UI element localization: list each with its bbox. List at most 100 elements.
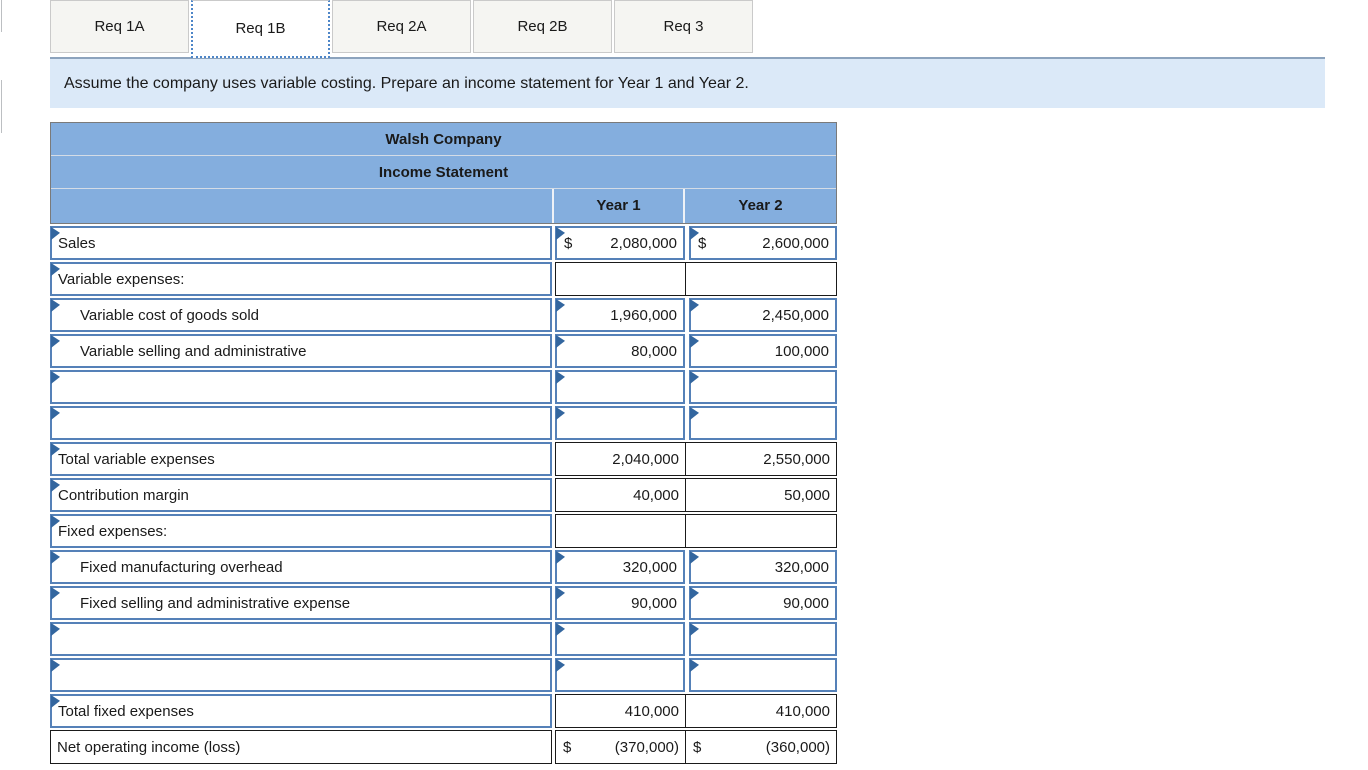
- year1-value-cell[interactable]: 1,960,000: [555, 298, 685, 332]
- table-row: Variable selling and administrative 80,0…: [50, 334, 837, 368]
- cell-edit-marker-icon: [51, 407, 60, 420]
- year1-value-cell[interactable]: $ 2,080,000: [555, 226, 685, 260]
- table-header: Walsh Company Income Statement Year 1 Ye…: [50, 122, 837, 224]
- statement-title: Income Statement: [51, 156, 836, 189]
- row-label-cell[interactable]: Total fixed expenses: [50, 694, 552, 728]
- cell-edit-marker-icon: [556, 659, 565, 672]
- year1-value-cell: 2,040,000: [556, 443, 686, 475]
- computed-value-cells: 2,040,000 2,550,000: [555, 442, 837, 476]
- tab-req-1a[interactable]: Req 1A: [50, 0, 189, 53]
- year1-value-cell: [556, 263, 686, 295]
- cell-edit-marker-icon: [51, 623, 60, 636]
- computed-value-cells: 40,000 50,000: [555, 478, 837, 512]
- page-edge-artifact: [1, 80, 2, 133]
- year1-value-cell[interactable]: [555, 370, 685, 404]
- income-statement-table: Walsh Company Income Statement Year 1 Ye…: [50, 122, 837, 764]
- year1-column-header: Year 1: [554, 189, 685, 223]
- cell-edit-marker-icon: [556, 227, 565, 240]
- cell-edit-marker-icon: [51, 479, 60, 492]
- empty-header-cell: [51, 189, 554, 223]
- cell-edit-marker-icon: [556, 335, 565, 348]
- cell-edit-marker-icon: [51, 587, 60, 600]
- computed-value-cells: 410,000 410,000: [555, 694, 837, 728]
- cell-edit-marker-icon: [556, 623, 565, 636]
- cell-edit-marker-icon: [51, 299, 60, 312]
- row-label-cell[interactable]: Fixed manufacturing overhead: [50, 550, 552, 584]
- year2-value-cell[interactable]: 100,000: [689, 334, 837, 368]
- year2-value-cell[interactable]: [689, 622, 837, 656]
- page-edge-artifact: [1, 0, 2, 32]
- cell-edit-marker-icon: [690, 407, 699, 420]
- year1-value-cell[interactable]: [555, 622, 685, 656]
- row-label-cell[interactable]: [50, 622, 552, 656]
- row-label-cell[interactable]: Fixed selling and administrative expense: [50, 586, 552, 620]
- row-label-cell[interactable]: Total variable expenses: [50, 442, 552, 476]
- cell-edit-marker-icon: [51, 443, 60, 456]
- cell-edit-marker-icon: [690, 551, 699, 564]
- cell-edit-marker-icon: [556, 299, 565, 312]
- year2-column-header: Year 2: [738, 197, 783, 214]
- cell-edit-marker-icon: [690, 659, 699, 672]
- year2-value-cell[interactable]: [689, 658, 837, 692]
- year1-value-cell: [556, 515, 686, 547]
- row-label-cell[interactable]: Variable expenses:: [50, 262, 552, 296]
- row-label-cell[interactable]: Sales: [50, 226, 552, 260]
- row-label-cell[interactable]: Variable selling and administrative: [50, 334, 552, 368]
- row-label-cell[interactable]: Contribution margin: [50, 478, 552, 512]
- table-row: [50, 406, 837, 440]
- year1-value-cell[interactable]: 80,000: [555, 334, 685, 368]
- table-row: [50, 622, 837, 656]
- row-label-cell[interactable]: [50, 406, 552, 440]
- table-row: Variable expenses:: [50, 262, 837, 296]
- row-label-cell[interactable]: Fixed expenses:: [50, 514, 552, 548]
- column-header-row: Year 1 Year 2: [51, 189, 836, 223]
- table-row: Variable cost of goods sold 1,960,000 2,…: [50, 298, 837, 332]
- table-row: Fixed selling and administrative expense…: [50, 586, 837, 620]
- year2-value-cell[interactable]: 90,000: [689, 586, 837, 620]
- cell-edit-marker-icon: [556, 551, 565, 564]
- row-label-cell[interactable]: [50, 370, 552, 404]
- year2-value-cell[interactable]: $ 2,600,000: [689, 226, 837, 260]
- requirement-tab-bar: Req 1A Req 1B Req 2A Req 2B Req 3: [50, 0, 753, 58]
- year2-value-cell: 410,000: [775, 702, 830, 720]
- table-row: [50, 370, 837, 404]
- cell-edit-marker-icon: [690, 371, 699, 384]
- year2-value-cell: [686, 515, 836, 547]
- year2-value-cell[interactable]: [689, 370, 837, 404]
- cell-edit-marker-icon: [51, 659, 60, 672]
- year2-value-cell: $ (360,000): [693, 738, 830, 756]
- row-label-cell: Net operating income (loss): [50, 730, 552, 764]
- cell-edit-marker-icon: [690, 227, 699, 240]
- year2-value-cell: 2,550,000: [763, 450, 830, 468]
- table-row: Total fixed expenses 410,000 410,000: [50, 694, 837, 728]
- row-label-cell[interactable]: [50, 658, 552, 692]
- cell-edit-marker-icon: [556, 587, 565, 600]
- table-row: Contribution margin 40,000 50,000: [50, 478, 837, 512]
- row-label-cell[interactable]: Variable cost of goods sold: [50, 298, 552, 332]
- cell-edit-marker-icon: [556, 371, 565, 384]
- tab-req-1b[interactable]: Req 1B: [191, 0, 330, 58]
- cell-edit-marker-icon: [690, 335, 699, 348]
- tab-req-3[interactable]: Req 3: [614, 0, 753, 53]
- tab-req-2b[interactable]: Req 2B: [473, 0, 612, 53]
- table-row: [50, 658, 837, 692]
- cell-edit-marker-icon: [51, 227, 60, 240]
- year1-value-cell[interactable]: 90,000: [555, 586, 685, 620]
- year2-value-cell: [686, 263, 836, 295]
- cell-edit-marker-icon: [556, 407, 565, 420]
- year2-value-cell[interactable]: [689, 406, 837, 440]
- cell-edit-marker-icon: [51, 695, 60, 708]
- table-row: Total variable expenses 2,040,000 2,550,…: [50, 442, 837, 476]
- year1-value-cell: 410,000: [556, 695, 686, 727]
- year2-value-cell[interactable]: 2,450,000: [689, 298, 837, 332]
- cell-edit-marker-icon: [690, 587, 699, 600]
- tab-req-2a[interactable]: Req 2A: [332, 0, 471, 53]
- table-row: Sales $ 2,080,000 $ 2,600,000: [50, 226, 837, 260]
- year1-value-cell[interactable]: 320,000: [555, 550, 685, 584]
- year1-value-cell[interactable]: [555, 658, 685, 692]
- cell-edit-marker-icon: [51, 335, 60, 348]
- year2-value-cell[interactable]: 320,000: [689, 550, 837, 584]
- year1-value-cell[interactable]: [555, 406, 685, 440]
- instruction-text: Assume the company uses variable costing…: [64, 74, 749, 92]
- table-row: Fixed expenses:: [50, 514, 837, 548]
